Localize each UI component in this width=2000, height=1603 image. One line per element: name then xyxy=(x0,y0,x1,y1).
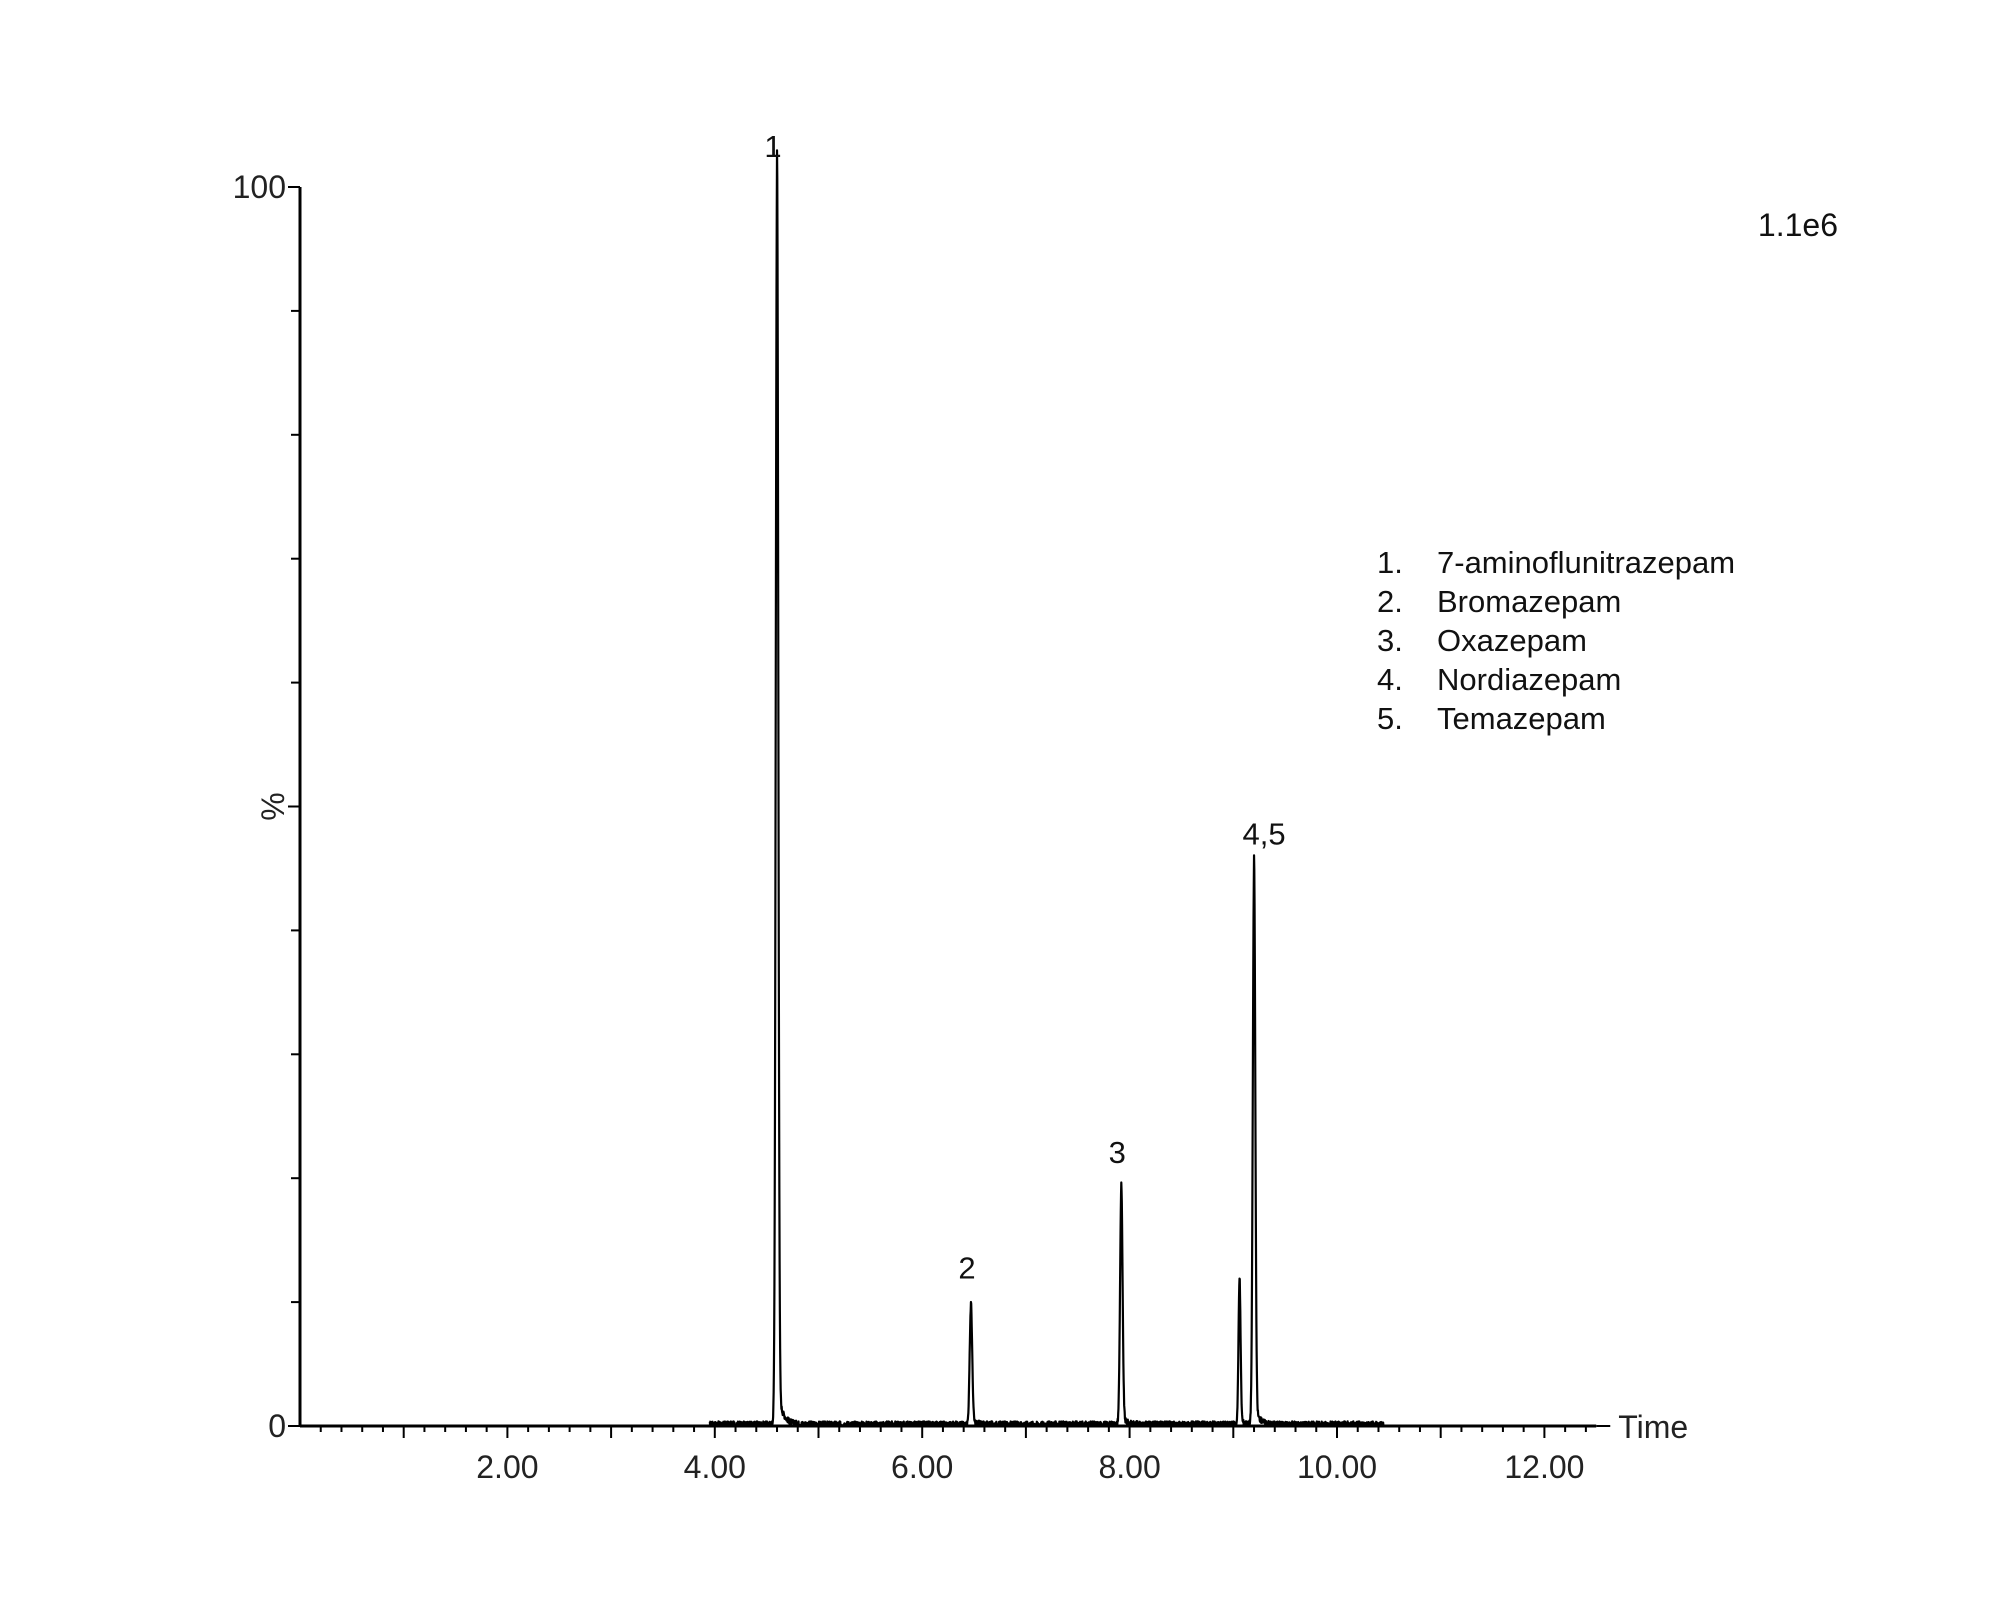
peak-label: 2 xyxy=(958,1250,975,1285)
legend: 1. 7-aminoflunitrazepam 2. Bromazepam 3. Oxaz… xyxy=(1377,545,1735,736)
trace-group xyxy=(708,149,1385,1428)
axes: 2.00 4.00 6.00 8.00 10.00 12.00 0 100% Time xyxy=(233,169,1689,1485)
peak-label: 1 xyxy=(764,129,781,164)
x-tick-label: 8.00 xyxy=(1098,1449,1160,1485)
x-tick-label: 4.00 xyxy=(684,1449,746,1485)
legend-number: 4. xyxy=(1377,662,1403,697)
x-tick-label: 10.00 xyxy=(1297,1449,1377,1485)
y-axis-title: % xyxy=(255,792,291,820)
legend-entry: Temazepam xyxy=(1437,701,1606,736)
peak-label: 3 xyxy=(1109,1135,1126,1170)
legend-entry: Oxazepam xyxy=(1437,623,1587,658)
peak-label: 4,5 xyxy=(1242,817,1285,852)
legend-entry: Nordiazepam xyxy=(1437,662,1621,697)
intensity-scale-label: 1.1e6 xyxy=(1758,207,1838,243)
y-tick-label: 0 xyxy=(268,1408,286,1444)
legend-number: 2. xyxy=(1377,584,1403,619)
x-tick-label: 6.00 xyxy=(891,1449,953,1485)
x-tick-label: 2.00 xyxy=(476,1449,538,1485)
labels: 1.1e6 1 2 3 4,5 xyxy=(764,129,1838,1285)
y-tick-label: 100 xyxy=(233,169,286,205)
legend-entry: Bromazepam xyxy=(1437,584,1621,619)
chromatogram-trace xyxy=(708,149,1385,1428)
x-tick-label: 12.00 xyxy=(1504,1449,1584,1485)
legend-entry: 7-aminoflunitrazepam xyxy=(1437,545,1735,580)
legend-number: 1. xyxy=(1377,545,1403,580)
legend-number: 5. xyxy=(1377,701,1403,736)
legend-number: 3. xyxy=(1377,623,1403,658)
x-axis-title: Time xyxy=(1618,1409,1688,1445)
